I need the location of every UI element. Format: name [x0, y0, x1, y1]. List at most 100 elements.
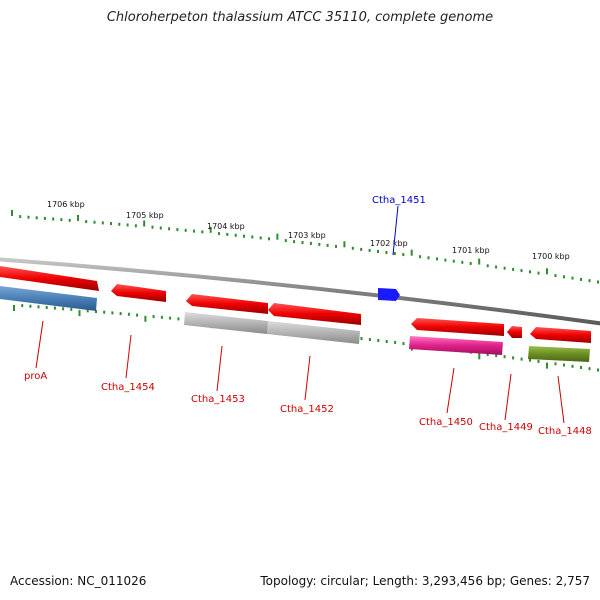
- scale-tick-major: [209, 226, 212, 233]
- scale-tick-minor: [326, 243, 329, 247]
- gene-label-ctha-1450: Ctha_1450: [419, 417, 473, 428]
- gene-label-ctha-1452: Ctha_1452: [280, 404, 334, 415]
- scale-tick-minor: [520, 357, 523, 361]
- scale-tick-minor: [284, 239, 287, 243]
- scale-tick-minor: [580, 277, 582, 281]
- scale-tick-minor: [385, 340, 388, 343]
- scale-tick-minor: [60, 218, 63, 222]
- gene-arrow-ctha-1450-red[interactable]: [411, 318, 504, 336]
- gene-label-ctha-1453: Ctha_1453: [191, 394, 245, 405]
- scale-tick-minor: [21, 304, 24, 308]
- tick-label-1703: 1703 kbp: [288, 231, 326, 240]
- scale-tick-major: [144, 315, 147, 322]
- scale-tick-minor: [68, 218, 71, 222]
- scale-tick-minor: [318, 242, 321, 246]
- scale-tick-minor: [118, 222, 121, 226]
- scale-tick-minor: [52, 217, 55, 221]
- map-title: Chloroherpeton thalassium ATCC 35110, co…: [106, 10, 494, 25]
- gene-label-ctha-1449: Ctha_1449: [479, 422, 533, 433]
- gene-arrow-ctha-1452-red[interactable]: [268, 303, 361, 325]
- gene-arrow-ctha-1453-red[interactable]: [186, 294, 268, 314]
- tick-label-1705: 1705 kbp: [126, 211, 164, 220]
- gene-arrow-ctha-1449[interactable]: [507, 326, 522, 338]
- scale-tick-minor: [351, 246, 354, 250]
- scale-tick-minor: [159, 226, 162, 230]
- scale-tick-minor: [176, 228, 179, 232]
- scale-tick-major: [11, 210, 13, 216]
- scale-tick-minor: [554, 362, 557, 366]
- scale-tick-minor: [127, 312, 130, 316]
- scale-tick-minor: [452, 259, 455, 263]
- scale-tick-minor: [436, 257, 438, 261]
- scale-tick-minor: [126, 223, 129, 227]
- scale-tick-minor: [29, 304, 32, 308]
- leader-line-ctha-1452: [304, 355, 311, 401]
- scale-tick-minor: [368, 338, 371, 341]
- scale-tick-minor: [335, 244, 337, 248]
- gene-bar-ctha-1450[interactable]: [409, 336, 503, 355]
- tick-label-1701: 1701 kbp: [452, 246, 490, 255]
- scale-tick-minor: [537, 359, 540, 363]
- gene-bar-proa[interactable]: [0, 286, 97, 311]
- scale-tick-minor: [168, 227, 171, 231]
- scale-tick-minor: [495, 354, 498, 358]
- scale-tick-minor: [101, 221, 104, 225]
- scale-tick-minor: [571, 276, 574, 280]
- scale-tick-major: [410, 249, 413, 256]
- topology-summary: Topology: circular; Length: 3,293,456 bp…: [260, 574, 590, 588]
- scale-tick-minor: [495, 265, 498, 269]
- leader-line-ctha-1449: [504, 373, 512, 421]
- gene-label-ctha-1451: Ctha_1451: [372, 195, 426, 206]
- gene-arrow-ctha-1451[interactable]: [378, 288, 400, 301]
- scale-tick-minor: [368, 248, 371, 252]
- scale-tick-minor: [218, 232, 220, 236]
- scale-tick-minor: [27, 215, 30, 219]
- scale-tick-major: [78, 310, 81, 317]
- gene-bar-ctha-1448[interactable]: [528, 346, 590, 362]
- scale-tick-minor: [580, 366, 582, 369]
- scale-tick-minor: [95, 310, 97, 313]
- upper-scale: [11, 210, 599, 284]
- tick-label-1700: 1700 kbp: [532, 252, 570, 261]
- scale-tick-minor: [152, 315, 155, 319]
- scale-tick-minor: [503, 266, 506, 270]
- scale-tick-major: [13, 305, 15, 311]
- scale-tick-minor: [53, 306, 56, 310]
- scale-tick-major: [143, 220, 146, 227]
- scale-tick-minor: [427, 256, 430, 260]
- scale-tick-minor: [110, 222, 112, 226]
- scale-tick-minor: [597, 280, 599, 284]
- leader-line-ctha-1451: [392, 205, 399, 256]
- scale-tick-minor: [45, 306, 48, 309]
- scale-tick-minor: [226, 232, 229, 236]
- leader-line-ctha-1450: [446, 367, 455, 414]
- scale-tick-minor: [301, 241, 304, 244]
- scale-tick-minor: [461, 260, 464, 264]
- scale-tick-minor: [93, 220, 96, 224]
- scale-tick-minor: [563, 275, 565, 279]
- gene-arrow-prox-red[interactable]: [0, 266, 99, 291]
- gene-label-ctha-1454: Ctha_1454: [101, 382, 155, 393]
- gene-label-ctha-1448: Ctha_1448: [538, 426, 592, 437]
- gene-bar-ctha-1452[interactable]: [267, 321, 360, 344]
- scale-tick-minor: [360, 247, 363, 251]
- scale-tick-minor: [588, 367, 591, 371]
- scale-tick-minor: [394, 341, 397, 344]
- scale-tick-minor: [259, 236, 262, 240]
- scale-tick-minor: [85, 220, 88, 224]
- scale-tick-minor: [419, 255, 422, 259]
- scale-tick-minor: [136, 313, 139, 317]
- scale-tick-minor: [563, 363, 565, 367]
- scale-tick-minor: [37, 305, 40, 309]
- gene-arrow-ctha-1454[interactable]: [111, 284, 166, 302]
- leader-line-ctha-1448: [557, 375, 565, 424]
- scale-tick-minor: [520, 269, 523, 273]
- scale-tick-minor: [268, 237, 270, 241]
- scale-tick-minor: [385, 251, 388, 254]
- scale-tick-minor: [193, 229, 195, 233]
- gene-bar-ctha-1453[interactable]: [184, 312, 268, 334]
- scale-tick-minor: [251, 235, 254, 239]
- gene-arrow-ctha-1448-red[interactable]: [530, 327, 591, 343]
- scale-tick-minor: [402, 253, 405, 257]
- scale-tick-minor: [529, 270, 531, 274]
